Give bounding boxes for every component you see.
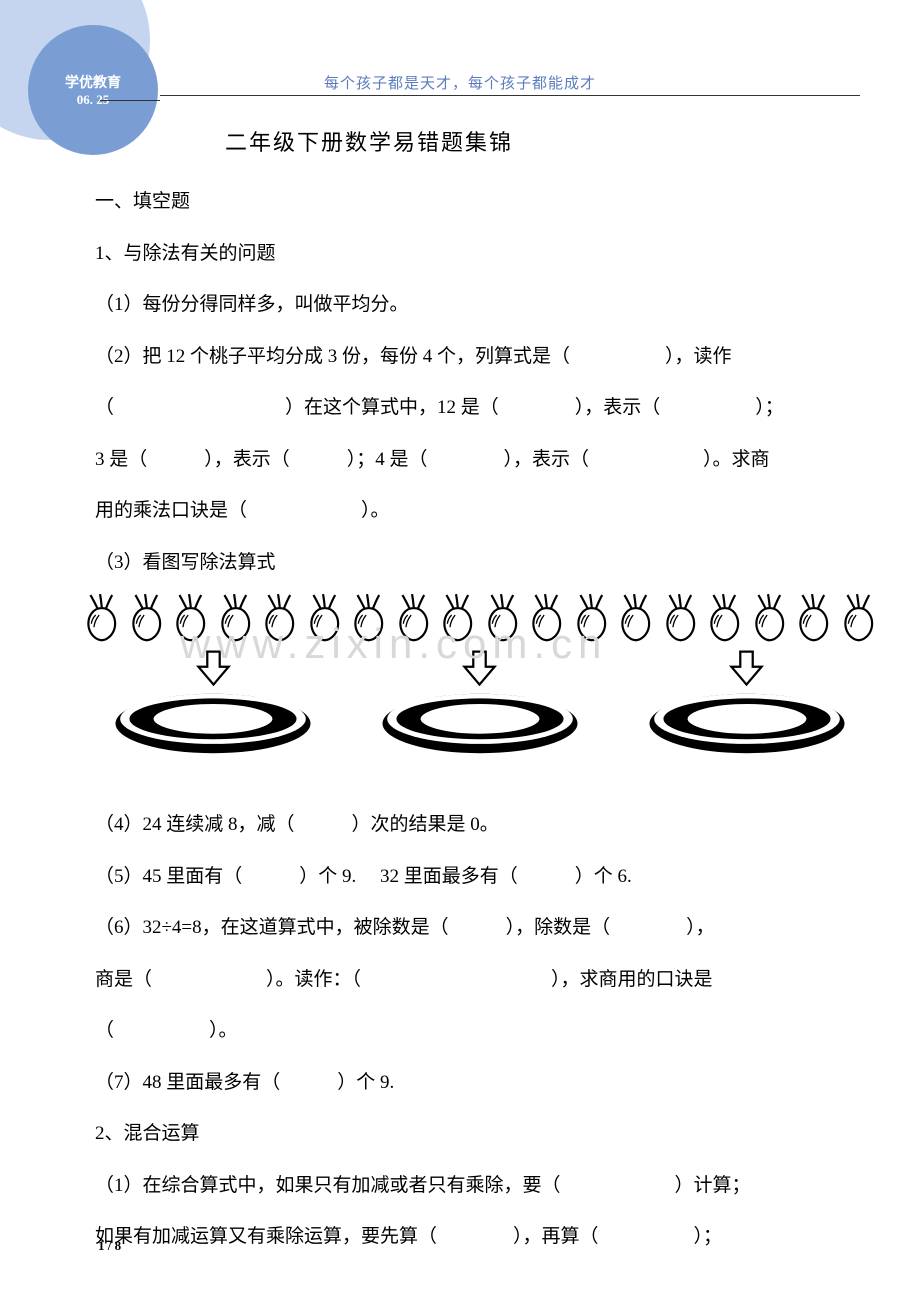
q1-4: （4）24 连续减 8，减（ ）次的结果是 0。 bbox=[95, 801, 855, 849]
q2-heading: 2、混合运算 bbox=[95, 1110, 855, 1158]
plate-icon bbox=[637, 691, 857, 756]
turnip-icon bbox=[703, 591, 747, 646]
doc-title: 二年级下册数学易错题集锦 bbox=[225, 115, 855, 170]
watermark: www.zixin.com.cn bbox=[180, 620, 607, 668]
slogan: 每个孩子都是天才，每个孩子都能成才 bbox=[324, 76, 596, 92]
q1-1: （1）每份分得同样多，叫做平均分。 bbox=[95, 281, 855, 329]
q1-6a: （6）32÷4=8，在这道算式中，被除数是（ ），除数是（ ）， bbox=[95, 904, 855, 952]
turnip-icon bbox=[125, 591, 169, 646]
q1-6c: （ ）。 bbox=[95, 1007, 855, 1055]
q1-3: （3）看图写除法算式 bbox=[95, 539, 855, 587]
header-line-short bbox=[100, 100, 160, 101]
q1-2b: （ ）在这个算式中，12 是（ ），表示（ ）； bbox=[95, 384, 855, 432]
q2-1b: 如果有加减运算又有乘除运算，要先算（ ），再算（ ）； bbox=[95, 1213, 855, 1261]
turnip-icon bbox=[748, 591, 792, 646]
turnip-icon bbox=[80, 591, 124, 646]
q1-2a: （2）把 12 个桃子平均分成 3 份，每份 4 个，列算式是（ ），读作 bbox=[95, 333, 855, 381]
q1-heading: 1、与除法有关的问题 bbox=[95, 230, 855, 278]
turnip-icon bbox=[792, 591, 836, 646]
q1-6b: 商是（ ）。读作：（ ），求商用的口诀是 bbox=[95, 956, 855, 1004]
q2-1a: （1）在综合算式中，如果只有加减或者只有乘除，要（ ）计算； bbox=[95, 1162, 855, 1210]
plate-icon bbox=[370, 691, 590, 756]
arrow-down-icon bbox=[724, 649, 769, 689]
plate-icon bbox=[103, 691, 323, 756]
q1-5: （5）45 里面有（ ）个 9. 32 里面最多有（ ）个 6. bbox=[95, 853, 855, 901]
page-number: 1 / 8 bbox=[98, 1238, 121, 1254]
turnip-icon bbox=[614, 591, 658, 646]
turnip-icon bbox=[837, 591, 881, 646]
content-area: 二年级下册数学易错题集锦 一、填空题 1、与除法有关的问题 （1）每份分得同样多… bbox=[95, 115, 855, 1261]
q1-2c: 3 是（ ），表示（ ）；4 是（ ），表示（ ）。求商 bbox=[95, 436, 855, 484]
plate-row bbox=[80, 691, 880, 756]
header-line bbox=[160, 95, 860, 96]
header: 每个孩子都是天才，每个孩子都能成才 bbox=[0, 72, 920, 93]
q1-7: （7）48 里面最多有（ ）个 9. bbox=[95, 1059, 855, 1107]
section-heading: 一、填空题 bbox=[95, 178, 855, 226]
turnip-icon bbox=[659, 591, 703, 646]
q1-2d: 用的乘法口诀是（ ）。 bbox=[95, 487, 855, 535]
